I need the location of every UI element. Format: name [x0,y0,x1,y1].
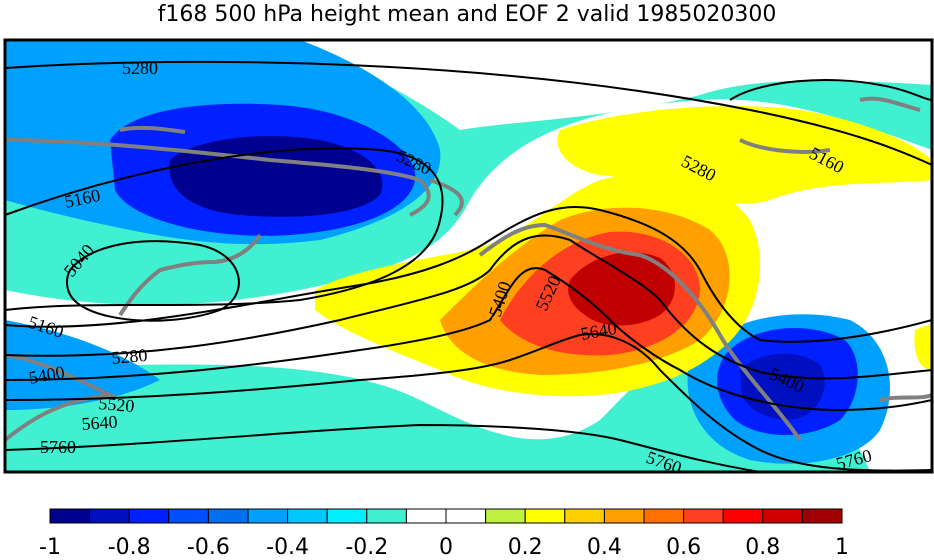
contour-label: 5760 [40,437,76,457]
colorbar-swatch [643,508,685,524]
colorbar-tick-label: -0.6 [186,535,230,560]
coastlines [5,96,932,442]
shade-mid-negative-southwest [5,320,160,410]
shade-positive-east-edge [914,325,932,370]
shade-strong-positive-core [568,252,675,326]
colorbar-tick-label: -0.4 [266,535,310,560]
colorbar-swatch [564,508,605,524]
colorbar-swatch [207,508,249,524]
colorbar-swatch [485,508,526,524]
colorbar-swatch [603,508,645,524]
contour-label: 5280 [122,58,158,78]
contour-5400 [5,234,932,380]
contour-label: 5280 [111,345,149,368]
colorbar-tick-label: 1 [835,535,849,560]
colorbar-tick-label: -1 [39,535,61,560]
colorbar-swatch [49,508,91,524]
colorbar-swatch [762,508,803,524]
colorbar [49,508,843,524]
colorbar-swatch [683,508,724,524]
colorbar-swatch [405,508,447,524]
map-frame [3,38,934,474]
contour-label: 5640 [81,412,118,434]
colorbar-tick-label: 0.6 [666,535,702,560]
colorbar-swatch [89,508,130,524]
colorbar-swatch [168,508,209,524]
colorbar-swatch [326,508,368,524]
colorbar-tick-label: -0.2 [345,535,389,560]
eof-shading [5,40,932,472]
shade-strong-negative-east [740,353,825,420]
map-title: f168 500 hPa height mean and EOF 2 valid… [157,2,777,27]
colorbar-swatch [247,508,289,524]
contour-5280-top [5,60,932,166]
contour-5640 [5,333,932,472]
colorbar-swatch [801,508,843,524]
colorbar-swatch [445,508,487,524]
contour-5760 [5,423,761,472]
colorbar-tick-label: 0.4 [586,535,622,560]
shade-zero-top [300,40,932,130]
contour-label: 5520 [98,393,136,416]
height-contours [5,60,932,472]
colorbar-swatch [524,508,566,524]
contour-5280-mid [5,205,932,343]
colorbar-swatch [128,508,170,524]
contour-5160-west [5,147,444,311]
colorbar-swatch [722,508,764,524]
colorbar-swatch [287,508,328,524]
contour-5160-top [729,79,932,101]
colorbar-tick-label: 0.8 [745,535,781,560]
colorbar-tick-label: 0.2 [507,535,543,560]
colorbar-tick-label: 0 [439,535,453,560]
colorbar-tick-label: -0.8 [107,535,151,560]
contour-5520 [5,267,932,412]
colorbar-swatch [366,508,407,524]
